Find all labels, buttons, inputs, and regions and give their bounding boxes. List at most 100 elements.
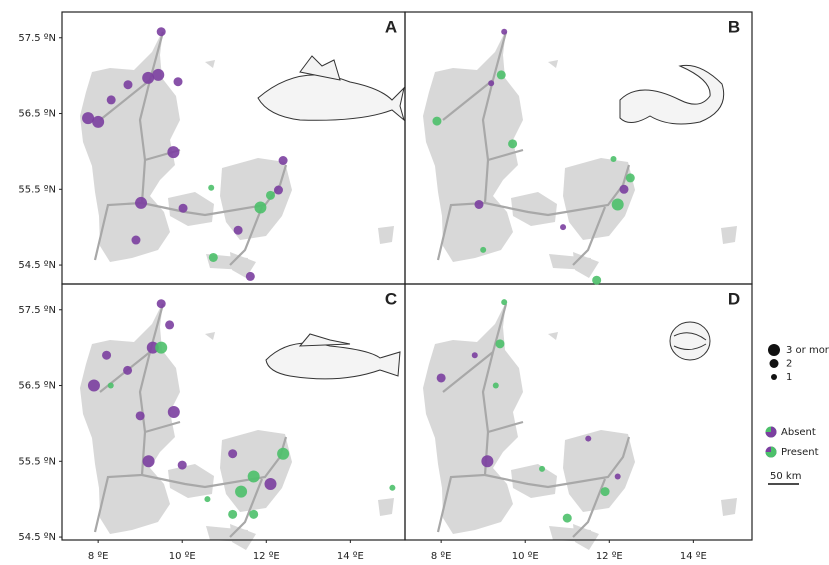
site-point [474,200,483,209]
site-point [228,510,237,519]
site-point [279,156,288,165]
site-point [563,514,572,523]
site-point [108,383,114,389]
site-point [123,366,132,375]
site-point [135,197,147,209]
site-point [612,198,624,210]
x-tick-label: 12 ºE [253,551,280,562]
site-point [107,95,116,104]
site-point [264,478,276,490]
size-key [768,344,780,356]
site-point [248,470,260,482]
size-key [771,374,777,380]
status-label: Present [781,447,819,458]
site-point [92,116,104,128]
size-label: 2 [786,359,792,370]
status-label: Absent [781,427,816,438]
site-point [136,411,145,420]
site-point [167,146,179,158]
scale-label: 50 km [770,471,801,482]
panel-letter: C [385,289,397,308]
site-point [585,436,591,442]
site-point [204,496,210,502]
x-tick-label: 10 ºE [169,551,196,562]
site-point [497,70,506,79]
y-tick-label: 54.5 ºN [18,260,56,271]
site-point [560,224,566,230]
panels [62,12,752,550]
site-point [131,236,140,245]
site-point [274,186,283,195]
site-point [495,339,504,348]
site-point [249,510,258,519]
site-point [266,191,275,200]
site-point [235,486,247,498]
site-point [610,156,616,162]
site-point [157,299,166,308]
size-key [770,359,779,368]
site-point [179,204,188,213]
site-point [165,320,174,329]
site-point [619,185,628,194]
site-point [88,380,100,392]
site-point [432,117,441,126]
y-tick-label: 57.5 ºN [18,305,56,316]
panel-letter: A [385,17,397,36]
x-tick-label: 8 ºE [88,551,109,562]
site-point [277,448,289,460]
x-tick-label: 8 ºE [431,551,452,562]
site-point [155,342,167,354]
site-point [209,253,218,262]
site-point [626,173,635,182]
site-point [174,77,183,86]
site-point [246,272,255,281]
x-tick-label: 14 ºE [680,551,707,562]
site-point [480,247,486,253]
size-label: 3 or more [786,345,829,356]
site-point [493,383,499,389]
land-map [80,30,394,278]
panel-letter: B [728,17,740,36]
panel-letter: D [728,289,740,308]
site-point [102,351,111,360]
site-point [152,69,164,81]
site-point [501,299,507,305]
sculpin-drawing [266,334,400,379]
x-tick-label: 14 ºE [337,551,364,562]
site-point [178,461,187,470]
eel-drawing [620,65,724,124]
land-map [80,302,394,550]
site-point [228,449,237,458]
site-point [254,201,266,213]
y-tick-label: 57.5 ºN [18,33,56,44]
map-figure: 50 km 57.5 ºN 56.5 ºN 55.5 ºN 54.5 ºN 57.5 º… [0,0,829,565]
site-point [143,455,155,467]
x-tick-label: 12 ºE [596,551,623,562]
site-point [481,455,493,467]
site-point [508,139,517,148]
mussel-drawing [670,322,710,360]
y-tick-label: 55.5 ºN [18,456,56,467]
y-tick-label: 56.5 ºN [18,109,56,120]
site-point [437,373,446,382]
site-point [488,80,494,86]
site-point [615,473,621,479]
site-point [208,185,214,191]
site-point [142,72,154,84]
y-tick-label: 54.5 ºN [18,532,56,543]
site-point [539,466,545,472]
site-point [472,352,478,358]
site-point [389,485,395,491]
site-point [168,406,180,418]
site-point [601,487,610,496]
site-point [157,27,166,36]
x-tick-label: 10 ºE [512,551,539,562]
perch-drawing [258,56,404,120]
y-tick-label: 55.5 ºN [18,184,56,195]
site-point [501,29,507,35]
size-label: 1 [786,372,792,383]
y-tick-label: 56.5 ºN [18,381,56,392]
site-point [123,80,132,89]
site-point [592,276,601,285]
site-point [234,226,243,235]
